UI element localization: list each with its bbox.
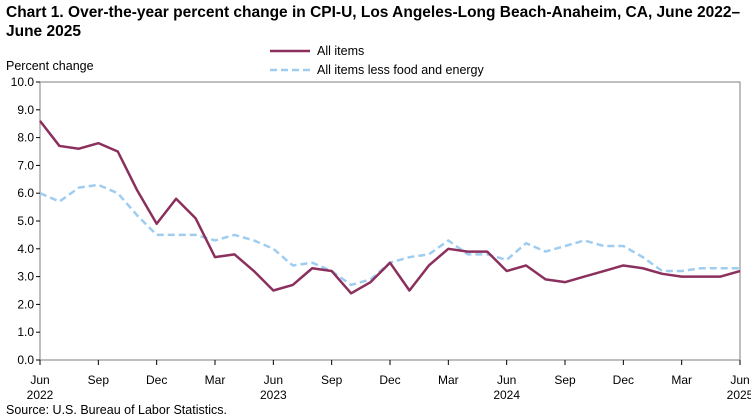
x-tick-label: Dec [613, 373, 634, 387]
axis-layer: 0.01.02.03.04.05.06.07.08.09.010.0Jun202… [11, 75, 751, 402]
x-tick-label: Sep [554, 373, 576, 387]
x-tick-label: Mar [205, 373, 226, 387]
y-tick-label: 10.0 [11, 75, 35, 89]
grid-layer [39, 81, 741, 361]
series-layer [39, 120, 741, 295]
x-tick-label: Jun [730, 373, 749, 387]
y-tick-label: 7.0 [17, 158, 34, 172]
x-tick-label: Dec [379, 373, 400, 387]
series-line-all-items-less-food-and-energy [39, 183, 740, 287]
y-tick-label: 6.0 [17, 186, 34, 200]
chart-title: Chart 1. Over-the-year percent change in… [6, 4, 741, 40]
x-tick-year-label: 2024 [493, 388, 520, 402]
y-tick-label: 1.0 [17, 325, 34, 339]
x-tick-year-label: 2023 [260, 388, 287, 402]
y-tick-label: 2.0 [17, 297, 34, 311]
legend-label: All items less food and energy [317, 63, 485, 77]
y-tick-label: 4.0 [17, 242, 34, 256]
y-tick-label: 9.0 [17, 103, 34, 117]
series-line-all-items [39, 120, 741, 295]
x-tick-label: Sep [88, 373, 110, 387]
y-tick-label: 5.0 [17, 214, 34, 228]
x-tick-label: Sep [321, 373, 343, 387]
x-tick-label: Jun [497, 373, 516, 387]
x-tick-label: Mar [438, 373, 459, 387]
x-tick-label: Dec [146, 373, 167, 387]
plot-frame [39, 81, 741, 361]
source-note: Source: U.S. Bureau of Labor Statistics. [6, 403, 227, 417]
x-tick-label: Jun [264, 373, 283, 387]
x-tick-label: Jun [30, 373, 49, 387]
x-tick-label: Mar [671, 373, 692, 387]
y-tick-label: 0.0 [17, 353, 34, 367]
y-tick-label: 8.0 [17, 131, 34, 145]
legend: All items All items less food and energy [270, 44, 485, 77]
legend-label: All items [317, 44, 364, 58]
x-tick-year-label: 2022 [27, 388, 54, 402]
x-tick-year-label: 2025 [727, 388, 751, 402]
y-axis-label: Percent change [6, 59, 94, 73]
y-tick-label: 3.0 [17, 270, 34, 284]
